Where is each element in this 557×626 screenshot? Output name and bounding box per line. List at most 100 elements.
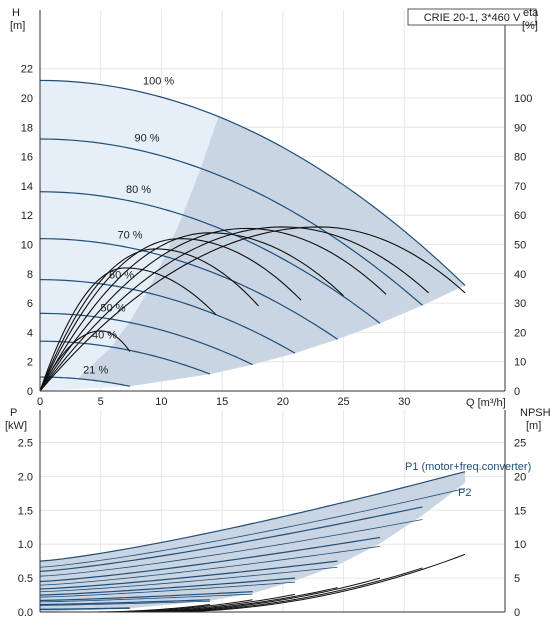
y-tick-label: 12 (21, 210, 33, 222)
axes (39, 10, 506, 613)
y2-tick-label: 15 (514, 505, 526, 517)
y-tick-label: 2.0 (18, 471, 33, 483)
tick-labels: 0 5 10 15 20 25 30 0 2 4 6 8 10 12 14 16 18 20 22 0 10 20 30 40… (18, 64, 533, 619)
power-range-area (40, 471, 465, 612)
power-curve-p1 (39, 599, 211, 606)
y-tick-label: 20 (21, 93, 33, 105)
y2-tick-label: 100 (514, 93, 532, 105)
speed-label: 90 % (135, 133, 160, 145)
head-curves (39, 79, 466, 387)
x-tick-label: 30 (398, 396, 410, 408)
y2-tick-label: 50 (514, 240, 526, 252)
power-curve-p2 (39, 581, 296, 598)
speed-label: 80 % (126, 184, 151, 196)
dark-area (77, 116, 466, 387)
power-curve-p2 (39, 566, 338, 593)
x-axis-label: Q [m³/h] (466, 397, 506, 409)
y2-tick-label: 5 (514, 573, 520, 585)
title-box (407, 8, 537, 26)
power-curve-p2 (39, 545, 381, 586)
efficiency-curve (39, 227, 387, 392)
power-curves (39, 471, 466, 611)
chart-title: CRIE 20-1, 3*460 V (424, 12, 521, 24)
y2-tick-label: 40 (514, 269, 526, 281)
y-tick-label: 16 (21, 152, 33, 164)
x-tick-label: 15 (216, 396, 228, 408)
y-axis-unit-h: [m] (10, 20, 25, 32)
operating-range-area (40, 80, 466, 392)
y2-tick-label: 30 (514, 298, 526, 310)
power-curve-p2 (39, 600, 211, 606)
power-curve-p1 (39, 577, 296, 596)
y2-tick-label: 10 (514, 357, 526, 369)
power-curve-p2 (39, 519, 423, 577)
y2-tick-label: 0 (514, 386, 520, 398)
speed-label: 50 % (101, 302, 126, 314)
speed-label: 60 % (109, 270, 134, 282)
y-tick-label: 1.5 (18, 505, 33, 517)
y-tick-label: 4 (27, 327, 33, 339)
x-tick-label: 0 (37, 396, 43, 408)
power-curve-p1 (39, 560, 338, 590)
power-curve-p1 (39, 506, 423, 572)
head-curve (39, 191, 381, 324)
efficiency-curve (39, 267, 217, 392)
y2-tick-label: 80 (514, 152, 526, 164)
y-tick-label: 0.0 (18, 607, 33, 619)
efficiency-curve (39, 248, 259, 392)
x-tick-label: 5 (98, 396, 104, 408)
head-curve (39, 279, 296, 354)
y2-axis-unit-eta: [%] (522, 20, 538, 32)
head-curve (39, 238, 338, 340)
y-axis-label-p: P (10, 407, 17, 419)
power-curve-p2 (39, 488, 466, 568)
x-tick-label: 10 (155, 396, 167, 408)
power-curve-p1 (39, 471, 466, 562)
npsh-curve (149, 567, 423, 613)
npsh-curve (161, 553, 466, 613)
efficiency-curve (39, 226, 466, 392)
y-axis-label-h: H (12, 7, 20, 19)
x-tick-label: 20 (277, 396, 289, 408)
efficiency-curves (39, 226, 466, 392)
head-curve (39, 138, 423, 306)
efficiency-curve (39, 232, 344, 392)
y2-tick-label: 90 (514, 122, 526, 134)
power-curve-p2 (39, 593, 253, 603)
power-area (40, 471, 465, 612)
y-tick-label: 0 (27, 386, 33, 398)
efficiency-curve (39, 226, 429, 392)
y-axis-unit-p: [kW] (5, 420, 27, 432)
head-curve (39, 376, 130, 387)
y-tick-label: 10 (21, 240, 33, 252)
efficiency-curve (39, 238, 302, 392)
y-tick-label: 18 (21, 122, 33, 134)
head-curve (39, 312, 253, 366)
y2-tick-label: 20 (514, 471, 526, 483)
y-tick-label: 1.0 (18, 539, 33, 551)
y2-tick-label: 60 (514, 210, 526, 222)
label-p2: P2 (458, 487, 471, 499)
y-tick-label: 8 (27, 269, 33, 281)
npsh-curve (137, 577, 381, 613)
y2-axis-unit-npsh: [m] (526, 420, 541, 432)
y2-axis-label-eta: eta (523, 7, 539, 19)
power-curve-p1 (39, 591, 253, 602)
y2-tick-label: 0 (514, 607, 520, 619)
speed-label: 100 % (143, 76, 174, 88)
y-tick-label: 0.5 (18, 573, 33, 585)
y-tick-label: 22 (21, 64, 33, 76)
head-curve (39, 79, 466, 286)
curve-labels: 100 % 90 % 80 % 70 % 60 % 50 % 40 % 21 % (83, 76, 174, 377)
y2-axis-label-npsh: NPSH (520, 407, 551, 419)
y2-tick-label: 20 (514, 327, 526, 339)
power-curve-p2 (39, 608, 130, 611)
speed-label: 40 % (92, 330, 117, 342)
label-p1: P1 (motor+freq.converter) (405, 461, 531, 473)
y2-tick-label: 10 (514, 539, 526, 551)
y2-tick-label: 70 (514, 181, 526, 193)
npsh-curve (124, 587, 338, 613)
power-curve-p1 (39, 536, 381, 583)
y-tick-label: 2.5 (18, 438, 33, 450)
